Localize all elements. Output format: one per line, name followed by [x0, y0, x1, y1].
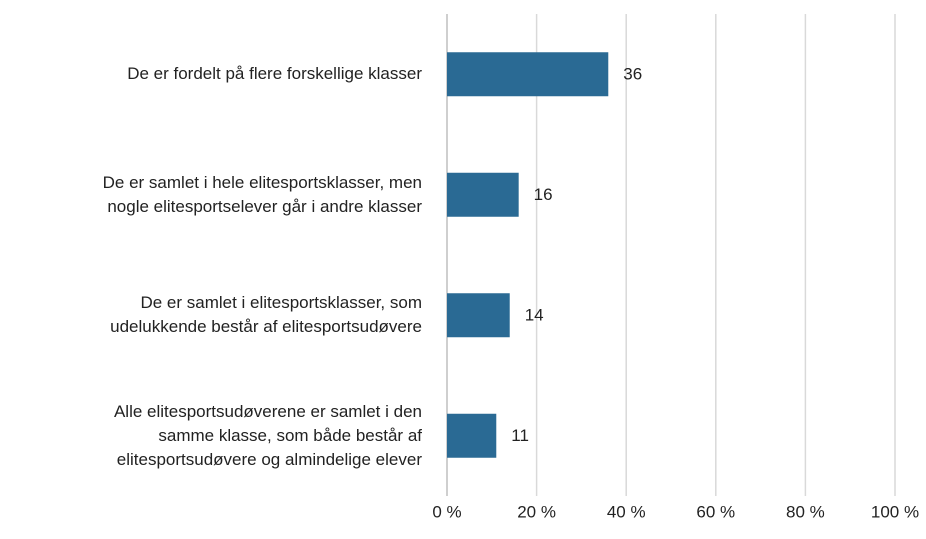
- y-tick-label: Alle elitesportsudøverene er samlet i de…: [113, 401, 422, 469]
- x-tick-label: 60 %: [696, 502, 735, 521]
- bar: [447, 413, 497, 458]
- x-tick-label: 100 %: [871, 502, 919, 521]
- value-label: 14: [525, 306, 544, 325]
- value-label: 11: [511, 426, 529, 445]
- value-label: 16: [534, 185, 553, 204]
- bar: [447, 293, 510, 338]
- value-label: 36: [623, 65, 642, 84]
- bar: [447, 52, 609, 97]
- bar: [447, 172, 519, 217]
- x-tick-label: 0 %: [432, 502, 461, 521]
- y-tick-label: De er fordelt på flere forskellige klass…: [127, 64, 422, 84]
- x-tick-label: 40 %: [607, 502, 646, 521]
- y-tick-label: De er samlet i hele elitesportsklasser, …: [102, 172, 422, 216]
- x-tick-label: 80 %: [786, 502, 825, 521]
- x-tick-label: 20 %: [517, 502, 556, 521]
- y-tick-label: De er samlet i elitesportsklasser, som u…: [110, 293, 422, 337]
